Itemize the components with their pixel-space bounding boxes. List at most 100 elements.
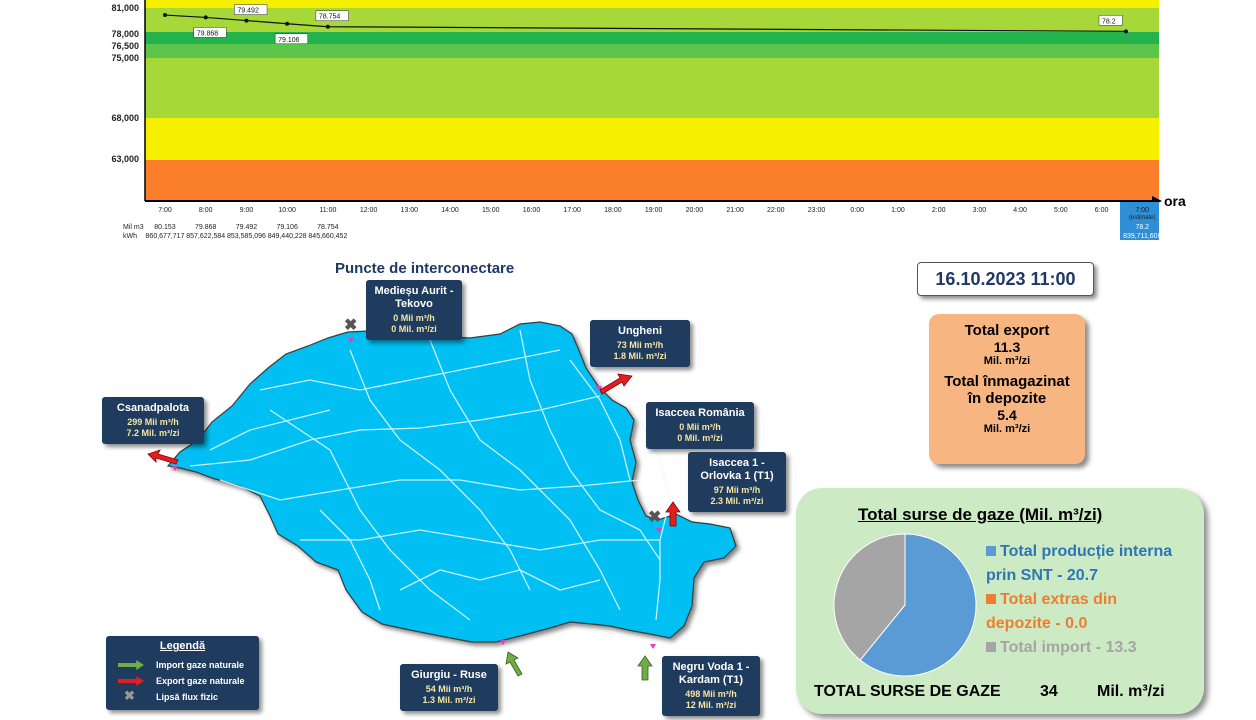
x-tick-label: 14:00	[441, 207, 459, 214]
svg-text:78.2: 78.2	[1102, 18, 1116, 25]
table-cell-mil: 79.868	[195, 224, 217, 231]
table-cell-kwh-estimate: 839,711,600	[1123, 233, 1162, 240]
map-legend: Legendă Import gaze naturale Export gaze…	[106, 636, 259, 710]
x-tick-label: 7:00	[1135, 207, 1149, 214]
x-tick-label: 22:00	[767, 207, 785, 214]
map-title: Puncte de interconectare	[335, 260, 515, 277]
legend-label: Total producție interna	[1000, 543, 1173, 560]
ip-flow-daily: 2.3 Mil. m³/zi	[710, 496, 764, 506]
ip-flow-hourly: 54 Mii m³/h	[425, 684, 473, 694]
export-unit: Mil. m³/zi	[983, 355, 1031, 367]
table-cell-mil: 78.754	[317, 224, 339, 231]
y-tick-label: 76,500	[111, 41, 139, 51]
x-tick-label: 3:00	[973, 207, 987, 214]
ip-box-negru-voda: Negru Voda 1 - Kardam (T1) 498 Mii m³/h 1…	[662, 656, 760, 716]
legend-swatch	[986, 642, 996, 652]
legend-label: Total import - 13.3	[1000, 639, 1137, 656]
storage-value: 5.4	[997, 407, 1017, 423]
ip-name: Kardam (T1)	[678, 674, 744, 686]
ip-flow-hourly: 299 Mii m³/h	[127, 417, 179, 427]
ip-box-isaccea-orlovka: Isaccea 1 - Orlovka 1 (T1) 97 Mii m³/h 2.…	[688, 452, 786, 512]
x-tick-label-estimate: (estimate)	[1129, 215, 1156, 221]
linepack-point	[1123, 29, 1128, 34]
ip-name: Orlovka 1 (T1)	[700, 470, 774, 482]
svg-text:79.106: 79.106	[278, 37, 300, 44]
export-arrow-isaccea1	[665, 501, 681, 527]
ip-flow-hourly: 97 Mii m³/h	[713, 485, 761, 495]
table-cell-kwh: 849,440,228	[268, 233, 307, 240]
table-cell-mil: 79.492	[236, 224, 258, 231]
data-label: 79.106	[274, 33, 309, 45]
ip-name: Csanadpalota	[116, 402, 190, 414]
x-tick-label: 0:00	[850, 207, 864, 214]
x-tick-label: 19:00	[645, 207, 663, 214]
x-tick-label: 21:00	[726, 207, 744, 214]
svg-text:79.492: 79.492	[237, 8, 259, 15]
linepack-point	[203, 15, 208, 20]
x-tick-label: 11:00	[319, 207, 336, 214]
legend-no-flow: Lipsă flux fizic	[156, 692, 219, 702]
export-storage-box: Total export 11.3 Mil. m³/zi Total înmag…	[929, 314, 1085, 464]
import-arrow-giurgiu	[505, 651, 523, 677]
y-tick-label: 81,000	[111, 3, 139, 13]
point-marker	[596, 386, 602, 391]
total-sources-value: 34	[1040, 683, 1058, 700]
y-tick-label: 68,000	[111, 113, 139, 123]
linepack-point	[325, 24, 330, 29]
total-sources-unit: Mil. m³/zi	[1097, 683, 1165, 700]
ip-name: Giurgiu - Ruse	[411, 669, 487, 681]
x-tick-label: 4:00	[1013, 207, 1027, 214]
linepack-series-line	[164, 14, 1126, 32]
ip-flow-daily: 0 Mil. m³/zi	[391, 324, 437, 334]
y-tick-label: 78,000	[111, 29, 139, 39]
ip-box-ungheni: Ungheni 73 Mii m³/h 1.8 Mil. m³/zi	[590, 320, 690, 367]
total-sources-label: TOTAL SURSE DE GAZE	[814, 683, 1001, 700]
x-tick-label: 20:00	[686, 207, 704, 214]
storage-label-2: în depozite	[967, 390, 1047, 407]
ip-name: Negru Voda 1 -	[672, 661, 750, 673]
ip-flow-daily: 1.3 Mil. m³/zi	[422, 695, 476, 705]
sources-legend: Total producție interna prin SNT - 20.7 T…	[986, 540, 1172, 660]
data-label: 79.868	[193, 27, 227, 38]
legend-item-storage: Total extras din depozite - 0.0	[986, 588, 1172, 636]
linepack-point	[285, 21, 290, 26]
x-tick-label: 18:00	[604, 207, 622, 214]
pipeline-network	[189, 329, 671, 621]
export-arrow-icon	[118, 676, 144, 686]
legend-swatch	[986, 546, 996, 556]
x-tick-label: 9:00	[240, 207, 254, 214]
point-marker	[500, 640, 506, 645]
y-tick-label: 75,000	[111, 53, 139, 63]
export-arrow-ungheni	[599, 373, 633, 395]
svg-text:79.868: 79.868	[197, 30, 219, 37]
x-tick-label: 15:00	[482, 207, 500, 214]
romania-map: ✖ ✖	[147, 317, 737, 681]
legend-title: Legendă	[159, 640, 206, 652]
x-tick-label: 7:00	[158, 207, 172, 214]
data-label: 78.2	[1098, 15, 1123, 26]
point-marker	[172, 466, 178, 471]
pie-slice	[833, 533, 906, 661]
legend-label: Total extras din	[1000, 591, 1118, 608]
legend-import: Import gaze naturale	[156, 660, 245, 670]
export-arrow-csanadpalota	[147, 449, 179, 465]
import-arrow-icon	[118, 660, 144, 670]
table-cell-kwh: 853,585,096	[227, 233, 266, 240]
import-arrow-negru-voda	[637, 655, 653, 681]
table-row-label: Mil m3	[123, 224, 144, 231]
x-tick-label: 12:00	[360, 207, 378, 214]
legend-label: depozite - 0.0	[986, 615, 1088, 632]
ip-name: Tekovo	[395, 298, 433, 310]
ip-box-csanadpalota: Csanadpalota 299 Mii m³/h 7.2 Mil. m³/zi	[102, 397, 204, 444]
point-marker	[348, 338, 354, 343]
x-tick-label: 5:00	[1054, 207, 1068, 214]
storage-label: Total înmagazinat	[944, 373, 1070, 390]
ip-box-giurgiu: Giurgiu - Ruse 54 Mii m³/h 1.3 Mil. m³/z…	[400, 664, 498, 711]
ip-flow-hourly: 73 Mii m³/h	[616, 340, 664, 350]
ip-flow-hourly: 498 Mii m³/h	[685, 689, 737, 699]
ip-box-isaccea-romania: Isaccea România 0 Mii m³/h 0 Mil. m³/zi	[646, 402, 754, 449]
table-cell-kwh: 860,677,717	[146, 233, 185, 240]
ip-box-mediesu: Medieșu Aurit - Tekovo 0 Mii m³/h 0 Mil. …	[366, 280, 462, 340]
export-label: Total export	[964, 322, 1050, 339]
point-marker	[650, 644, 656, 649]
